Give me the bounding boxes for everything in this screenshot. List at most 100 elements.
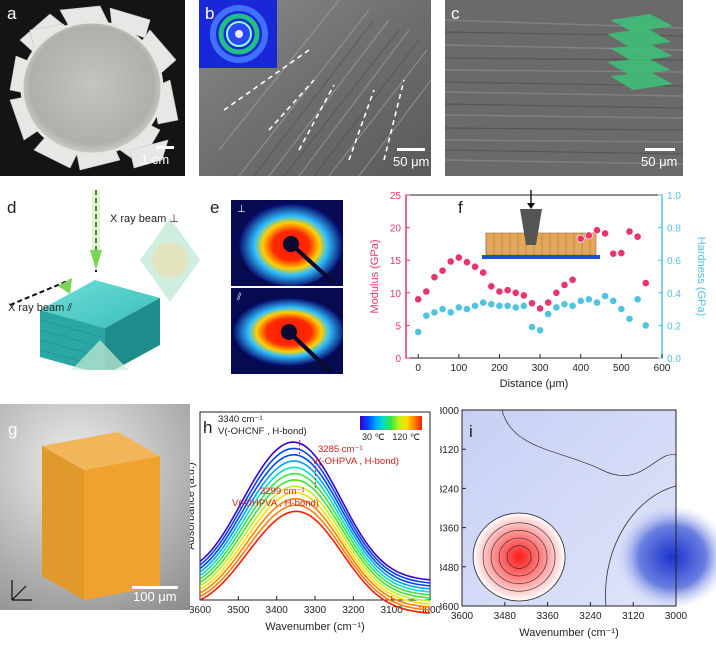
hardness-point <box>560 300 569 309</box>
panel-g-scale-bar <box>132 586 178 589</box>
modulus-point <box>463 258 471 267</box>
hardness-point <box>422 311 431 320</box>
panel-g-scale-text: 100 μm <box>133 589 177 604</box>
temperature-colorbar <box>360 416 422 430</box>
modulus-point <box>536 304 544 313</box>
panel-b-sem <box>199 0 431 176</box>
panel-b-label: b <box>205 4 215 23</box>
hardness-point <box>625 314 634 323</box>
hardness-point <box>593 298 601 307</box>
indent-arrow-head <box>527 203 535 209</box>
panel-b-scale-bar <box>397 148 425 151</box>
y-right-tick-label: 0.2 <box>667 321 681 332</box>
modulus-point <box>487 282 496 291</box>
plot-frame <box>461 409 677 607</box>
x-tick-label: 200 <box>491 363 508 374</box>
x-tick-label: 3600 <box>190 605 212 616</box>
x-axis-label: Distance (μm) <box>500 378 569 390</box>
y-tick-label: 3600 <box>440 602 459 613</box>
negative-peak <box>616 505 716 609</box>
modulus-point <box>511 288 520 297</box>
background-contour <box>501 409 677 476</box>
y-right-tick-label: 0.0 <box>667 354 681 365</box>
hardness-point <box>528 323 536 331</box>
y-tick-label: 3000 <box>440 406 459 417</box>
spectrum-curve <box>199 485 431 602</box>
y-left-tick-label: 5 <box>395 321 401 332</box>
x-tick-label: 3500 <box>227 605 250 616</box>
modulus-point <box>601 229 610 238</box>
y-right-tick-label: 0.6 <box>667 256 681 267</box>
x-tick-label: 400 <box>572 363 589 374</box>
membrane-photo <box>9 5 179 171</box>
panel-e-label: e <box>210 198 220 217</box>
y-tick-label: 3240 <box>440 484 459 495</box>
sem-image-c <box>445 0 683 176</box>
positive-contour <box>498 537 540 577</box>
annotation-3285: 3285 cm⁻¹ <box>318 444 363 455</box>
panel-b-scale-text: 50 μm <box>393 154 430 169</box>
colorbar-max-label: 120 ℃ <box>392 432 420 442</box>
modulus-point <box>422 287 431 296</box>
modulus-point <box>430 273 439 282</box>
modulus-point <box>503 286 512 295</box>
axes-icon <box>11 580 32 601</box>
chart-i: 3600 3480 3360 3240 3120 3000 3000 3120 3240 3360… <box>440 406 716 639</box>
panel-d-label: d <box>7 198 17 217</box>
y-right-axis-label: Hardness (GPa) <box>695 237 707 316</box>
colorbar-min-label: 30 ℃ <box>362 432 385 442</box>
xrd-pattern-parallel: ⫽ <box>231 288 343 374</box>
spectrum-curve <box>199 510 431 614</box>
modulus-point <box>576 234 585 243</box>
positive-contour <box>482 522 556 592</box>
hardness-point <box>430 308 439 317</box>
y-left-tick-label: 10 <box>390 289 402 300</box>
modulus-point <box>414 295 423 304</box>
negative-contour <box>605 485 677 607</box>
panel-c-label: c <box>451 4 460 23</box>
hardness-point <box>568 301 577 310</box>
xrd-perp-symbol: ⊥ <box>237 204 246 215</box>
y-right-tick-label: 1.0 <box>667 191 681 202</box>
spectrum-curve <box>199 504 431 611</box>
y-tick-label: 3120 <box>440 445 459 456</box>
y-left-axis-label: Modulus (GPa) <box>369 240 381 314</box>
hardness-point <box>584 295 593 304</box>
hardness-point <box>495 301 504 310</box>
spectrum-curve <box>199 497 431 608</box>
x-tick-label: 3200 <box>342 605 365 616</box>
hardness-point <box>552 303 561 312</box>
x-tick-label: 3120 <box>622 611 645 622</box>
spectrum-curve <box>199 479 431 599</box>
modulus-point <box>479 268 488 277</box>
x-tick-label: 3100 <box>381 605 404 616</box>
xray-schematic <box>9 190 200 370</box>
chart-f: 0 100 200 300 400 500 600 0 5 10 15 20 25 0.0 0.2 0.4 0.… <box>369 190 707 390</box>
modulus-point <box>560 281 569 289</box>
hardness-point <box>536 326 544 335</box>
orange-block-render <box>11 432 160 601</box>
spectrum-curve <box>199 447 431 584</box>
y-left-tick-label: 15 <box>390 256 402 267</box>
panel-c-scale-text: 50 μm <box>641 154 678 169</box>
y-right-tick-label: 0.4 <box>667 289 681 300</box>
panel-i-label: i <box>469 422 473 441</box>
helix-stack-icon <box>607 14 673 90</box>
hardness-point <box>576 297 585 305</box>
hardness-point <box>471 301 479 310</box>
hardness-point <box>511 303 520 312</box>
panel-f-label: f <box>458 198 463 217</box>
x-tick-label: 3400 <box>266 605 289 616</box>
y-tick-label: 3360 <box>440 524 459 535</box>
beam-side-label: X ray beam ⫽ <box>8 302 73 314</box>
y-axis-label: Absorbance (a.u.) <box>190 462 197 549</box>
modulus-point <box>454 253 463 262</box>
y-left-tick-label: 20 <box>390 224 402 235</box>
x-tick-label: 600 <box>654 363 671 374</box>
modulus-point <box>633 232 642 241</box>
x-tick-label: 3240 <box>579 611 602 622</box>
panel-g-render <box>0 404 190 610</box>
modulus-point <box>528 299 536 308</box>
modulus-point <box>438 266 447 275</box>
